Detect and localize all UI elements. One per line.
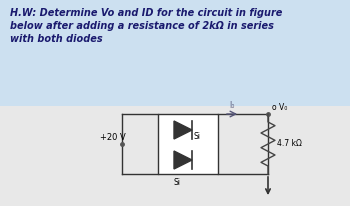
Text: H.W: Determine Vo and ID for the circuit in figure: H.W: Determine Vo and ID for the circuit… [10, 8, 282, 18]
Polygon shape [174, 151, 192, 169]
Text: +20 V: +20 V [100, 133, 126, 142]
Text: 4.7 kΩ: 4.7 kΩ [277, 139, 302, 149]
Text: below after adding a resistance of 2kΩ in series: below after adding a resistance of 2kΩ i… [10, 21, 274, 31]
Polygon shape [174, 121, 192, 139]
Bar [0, 0, 350, 106]
Text: Si: Si [194, 132, 201, 141]
Bar [158, 114, 218, 174]
Text: Si: Si [174, 178, 181, 187]
Text: I₀: I₀ [229, 101, 235, 110]
Bar [0, 106, 350, 206]
Text: o V₀: o V₀ [272, 103, 287, 112]
Text: with both diodes: with both diodes [10, 34, 103, 44]
